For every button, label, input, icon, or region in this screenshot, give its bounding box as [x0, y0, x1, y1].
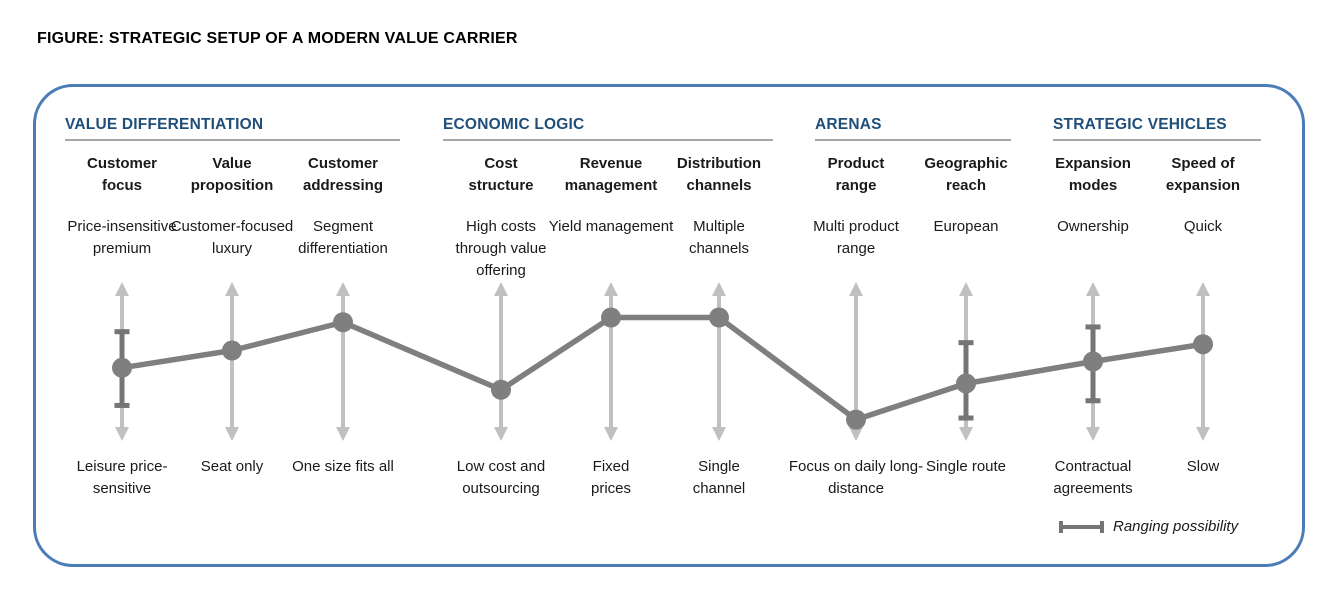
bottom-pole-label: Contractual agreements	[1053, 458, 1133, 497]
section-header-rule	[1053, 139, 1261, 141]
section-header: VALUE DIFFERENTIATION	[65, 116, 264, 133]
bottom-pole-label: Low cost and outsourcing	[456, 458, 546, 497]
bottom-pole-label: Focus on daily long-distance	[788, 458, 924, 497]
figure-frame	[33, 84, 1305, 567]
top-pole-label: Customer-focused luxury	[170, 218, 294, 257]
top-pole-label: European	[933, 218, 999, 235]
dimension-name: Customer addressing	[302, 155, 384, 194]
dimension-name: Value proposition	[190, 155, 274, 194]
dimension-name: Expansion modes	[1055, 155, 1131, 194]
dimension-name: Speed of expansion	[1165, 155, 1241, 194]
section-header-rule	[443, 139, 773, 141]
dimension-name: Product range	[827, 155, 885, 194]
top-pole-label: Segment differentiation	[298, 218, 388, 257]
bottom-pole-label: Fixed prices	[590, 458, 631, 497]
dimension-name: Distribution channels	[676, 155, 762, 194]
section-header: ECONOMIC LOGIC	[443, 116, 585, 133]
bottom-pole-label: Single route	[925, 458, 1007, 475]
legend-label: Ranging possibility	[1113, 518, 1239, 535]
section-header: ARENAS	[815, 116, 882, 133]
section-header: STRATEGIC VEHICLES	[1053, 116, 1227, 133]
figure-title: FIGURE: STRATEGIC SETUP OF A MODERN VALU…	[37, 30, 518, 47]
top-pole-label: Yield management	[548, 218, 674, 235]
top-pole-label: Multi product range	[813, 218, 899, 257]
dimension-name: Geographic reach	[924, 155, 1008, 194]
bottom-pole-label: Leisure price-sensitive	[76, 458, 168, 497]
top-pole-label: Price-insensitive premium	[67, 218, 177, 257]
dimension-name: Customer focus	[86, 155, 157, 194]
top-pole-label: High costs through value offering	[455, 218, 547, 279]
bottom-pole-label: Slow	[1186, 458, 1220, 475]
dimension-name: Cost structure	[468, 155, 534, 194]
top-pole-label: Multiple channels	[688, 218, 750, 257]
section-header-rule	[65, 139, 400, 141]
section-header-rule	[815, 139, 1011, 141]
bottom-pole-label: Seat only	[200, 458, 264, 475]
bottom-pole-label: Single channel	[692, 458, 746, 497]
top-pole-label: Quick	[1183, 218, 1223, 235]
bottom-pole-label: One size fits all	[292, 458, 394, 475]
dimension-name: Revenue management	[564, 155, 658, 194]
top-pole-label: Ownership	[1057, 218, 1129, 235]
